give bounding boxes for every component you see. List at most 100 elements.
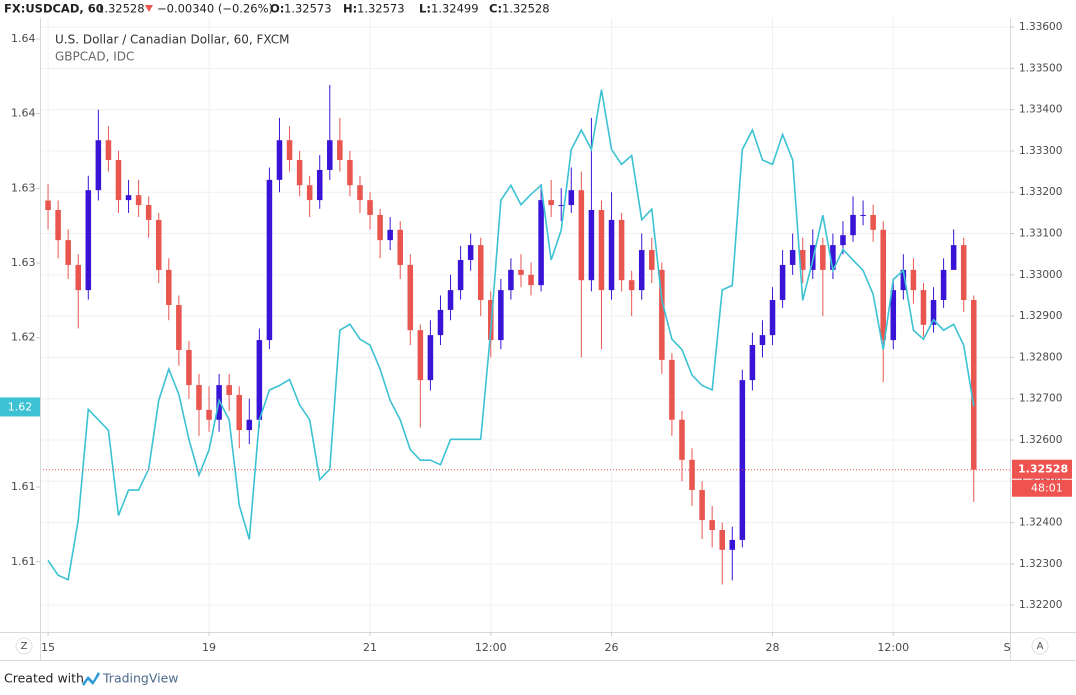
candle-body — [789, 250, 796, 265]
z-button[interactable] — [15, 637, 33, 655]
candle-body — [578, 190, 585, 281]
candle-body — [377, 214, 383, 241]
y-tick-label: 1.33500 — [1019, 62, 1062, 74]
candle-body — [890, 290, 897, 341]
y2-tick-label: 1.64 — [11, 107, 36, 120]
plot — [40, 84, 1010, 585]
y2-tick-label: 1.64 — [11, 32, 36, 45]
candle-body — [900, 269, 907, 291]
candle-body — [508, 269, 514, 291]
countdown-badge — [1012, 479, 1072, 497]
candle-body — [799, 250, 806, 270]
candle-body — [830, 245, 836, 270]
candle-body — [347, 160, 353, 186]
candle-body — [518, 269, 524, 275]
candle-body — [45, 200, 51, 211]
candle-body — [437, 309, 444, 336]
x-tick-label: 12:00 — [475, 641, 507, 654]
auto-button[interactable] — [1031, 637, 1049, 655]
axes: 1.33600 1.33500 1.33400 1.33300 1.33200 1.331… — [0, 21, 1072, 611]
candle-body — [65, 240, 71, 265]
y-tick-label: 1.32300 — [1019, 558, 1062, 570]
candle-body — [105, 140, 112, 161]
candle-body — [649, 250, 655, 270]
x-tick-label: 19 — [202, 641, 216, 654]
candle-body — [176, 304, 182, 350]
x-tick-label: 21 — [363, 641, 377, 654]
candle-body — [719, 530, 725, 550]
candle-body — [467, 245, 474, 260]
candle-body — [920, 290, 927, 325]
last-price-label: 1.32528 — [1018, 463, 1068, 476]
candle-body — [528, 274, 534, 286]
candle-body — [960, 245, 967, 301]
candle-body — [236, 394, 242, 431]
candle-body — [246, 419, 253, 431]
overlay-last-label: 1.62 — [8, 400, 33, 413]
candle-body — [820, 245, 826, 270]
logo — [82, 672, 100, 686]
last-price-badge — [1012, 459, 1072, 479]
candle-body — [357, 185, 363, 201]
candle-body — [266, 179, 273, 341]
y-tick-label: 1.32400 — [1019, 517, 1062, 529]
candle-body — [749, 345, 756, 381]
open: 1.32573 — [284, 2, 332, 16]
y-tick-label: 1.32900 — [1019, 310, 1062, 322]
candle-body — [276, 140, 283, 180]
candle-body — [286, 140, 293, 161]
candle-body — [971, 300, 977, 470]
x-tick-label: Sep — [1004, 641, 1025, 654]
candle-body — [699, 489, 705, 521]
candle-body — [669, 359, 675, 420]
candle-body — [679, 419, 685, 460]
open-label: O: — [270, 2, 284, 16]
close: 1.32528 — [502, 2, 550, 16]
candle-body — [779, 264, 786, 301]
y-tick-label: 1.33200 — [1019, 186, 1062, 198]
z-button-label[interactable]: Z — [21, 641, 28, 652]
change: −0.00340 (−0.26%) — [157, 2, 273, 16]
candle-body — [387, 229, 393, 241]
candle-body — [538, 200, 544, 286]
auto-button-label[interactable]: A — [1037, 641, 1044, 652]
candle-body — [709, 520, 715, 531]
low: 1.32499 — [431, 2, 479, 16]
candle-body — [568, 190, 575, 206]
candle-body — [206, 409, 212, 420]
overlay-line — [47, 89, 975, 581]
candle-body — [850, 214, 856, 236]
candle-body — [608, 219, 615, 291]
candle-body — [155, 219, 162, 270]
grid — [40, 18, 1010, 632]
high: 1.32573 — [357, 2, 405, 16]
candle-body — [397, 229, 403, 265]
candle-body — [840, 235, 846, 246]
y-tick-label: 1.33100 — [1019, 228, 1062, 240]
y-tick-label: 1.33000 — [1019, 269, 1062, 281]
candle-body — [407, 264, 414, 331]
y2-tick-label: 1.61 — [11, 555, 36, 568]
candle-body — [558, 205, 564, 207]
candle-body — [427, 335, 434, 381]
candle-body — [85, 190, 92, 291]
low-label: L: — [419, 2, 431, 16]
candle-body — [447, 290, 454, 310]
y2-tick-label: 1.61 — [11, 480, 36, 493]
candle-body — [659, 269, 665, 360]
candle-body — [769, 300, 776, 336]
candle-body — [115, 160, 122, 201]
candle-body — [940, 269, 947, 301]
candle-body — [186, 349, 192, 386]
candle-body — [327, 140, 333, 170]
candle-body — [860, 214, 866, 216]
candle-body — [628, 280, 635, 291]
candle-body — [588, 210, 595, 281]
candle-body — [950, 245, 957, 270]
symbol: FX:USDCAD, 60 — [4, 2, 104, 16]
y-tick-label: 1.32600 — [1019, 434, 1062, 446]
candle-body — [125, 195, 132, 201]
legend-main: U.S. Dollar / Canadian Dollar, 60, FXCM — [55, 33, 290, 47]
y2-tick-label: 1.63 — [11, 256, 36, 269]
